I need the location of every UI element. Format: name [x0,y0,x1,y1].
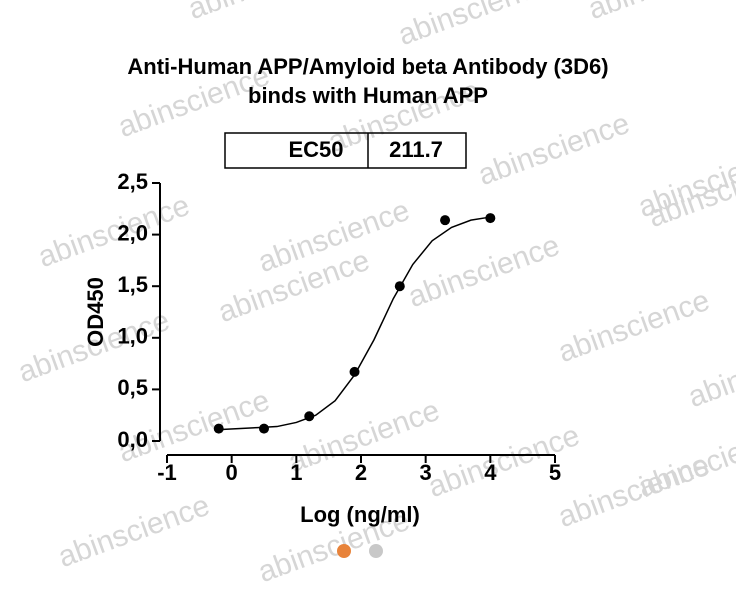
watermark: abinscience [584,0,736,26]
x-tick-label: 3 [420,460,432,485]
x-tick-label: 0 [226,460,238,485]
ec50-label: EC50 [288,137,343,162]
y-axis-title: OD450 [83,277,108,347]
watermark: abinscience [404,229,564,314]
watermark: abinscience [474,107,634,192]
data-point [349,366,360,377]
watermark: abinscience [684,329,736,414]
y-tick-label: 1,0 [117,324,148,349]
y-tick-label: 0,5 [117,375,148,400]
carousel-dot[interactable] [337,544,351,558]
data-point [304,411,315,422]
ec50-box [224,132,467,169]
chart-title: binds with Human APP [248,83,488,108]
ec50-value: 211.7 [389,137,443,162]
x-tick-label: 1 [290,460,302,485]
chart-title: Anti-Human APP/Amyloid beta Antibody (3D… [127,54,608,79]
x-tick-label: 2 [355,460,367,485]
x-tick-label: 5 [549,460,561,485]
watermark: abinscience [394,0,554,52]
carousel-dot[interactable] [369,544,383,558]
x-tick-label: -1 [157,460,177,485]
x-tick-label: 4 [484,460,497,485]
data-point [440,215,451,226]
watermark: abinscience [54,489,214,574]
watermark: abinscience [554,284,714,369]
y-tick-label: 1,5 [117,272,148,297]
y-tick-label: 2,0 [117,220,148,245]
data-point [485,213,496,224]
y-tick-label: 0,0 [117,427,148,452]
watermark: abinscience [184,0,344,26]
watermark: abinscience [34,189,194,274]
data-point [394,281,405,292]
y-tick-label: 2,5 [117,169,148,194]
data-point [259,423,269,434]
watermark: abinscience [634,419,736,504]
x-axis-title: Log (ng/ml) [300,502,420,527]
data-point [213,423,224,434]
